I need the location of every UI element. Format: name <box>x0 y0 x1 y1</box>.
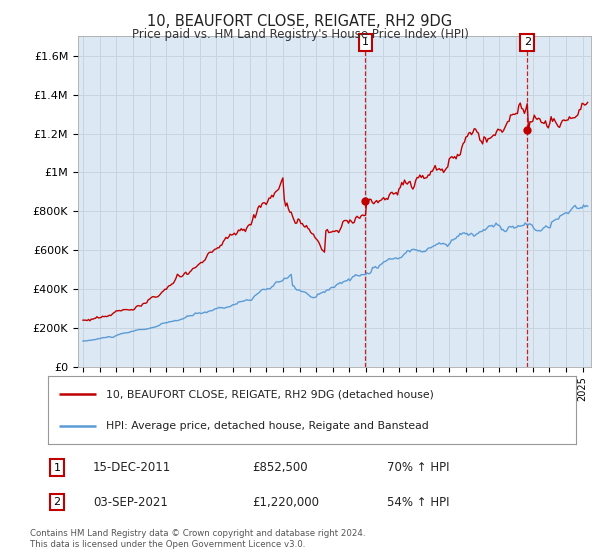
Text: £852,500: £852,500 <box>252 461 308 474</box>
Text: 2: 2 <box>524 37 531 47</box>
Text: 15-DEC-2011: 15-DEC-2011 <box>93 461 171 474</box>
Text: Contains HM Land Registry data © Crown copyright and database right 2024.
This d: Contains HM Land Registry data © Crown c… <box>30 529 365 549</box>
Text: 10, BEAUFORT CLOSE, REIGATE, RH2 9DG: 10, BEAUFORT CLOSE, REIGATE, RH2 9DG <box>148 14 452 29</box>
Text: 2: 2 <box>53 497 61 507</box>
Text: 1: 1 <box>362 37 369 47</box>
Text: 70% ↑ HPI: 70% ↑ HPI <box>387 461 449 474</box>
Text: HPI: Average price, detached house, Reigate and Banstead: HPI: Average price, detached house, Reig… <box>106 421 429 431</box>
Text: £1,220,000: £1,220,000 <box>252 496 319 509</box>
Text: 03-SEP-2021: 03-SEP-2021 <box>93 496 168 509</box>
Text: 54% ↑ HPI: 54% ↑ HPI <box>387 496 449 509</box>
Text: Price paid vs. HM Land Registry's House Price Index (HPI): Price paid vs. HM Land Registry's House … <box>131 28 469 41</box>
Text: 1: 1 <box>53 463 61 473</box>
Text: 10, BEAUFORT CLOSE, REIGATE, RH2 9DG (detached house): 10, BEAUFORT CLOSE, REIGATE, RH2 9DG (de… <box>106 389 434 399</box>
